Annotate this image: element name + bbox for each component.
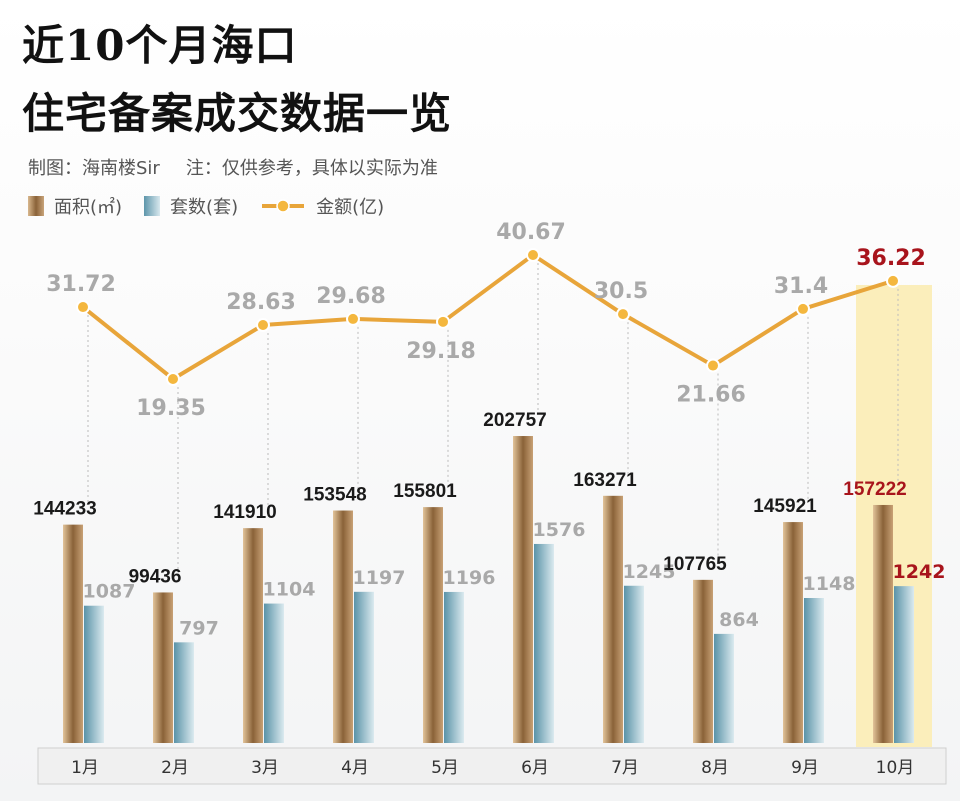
label-count: 1242	[893, 561, 946, 583]
bar-count	[894, 586, 914, 743]
legend: 面积(㎡) 套数(套) 金额(亿)	[28, 193, 406, 219]
x-tick-label: 10月	[876, 758, 915, 778]
label-area: 157222	[843, 479, 906, 500]
x-tick-label: 4月	[341, 758, 369, 778]
point-amount	[526, 248, 540, 262]
bar-area	[153, 592, 173, 743]
label-area: 155801	[393, 481, 457, 502]
line-amount	[81, 253, 894, 381]
bar-area	[423, 507, 443, 743]
credit: 制图：海南楼Sir	[28, 158, 160, 179]
label-amount: 29.18	[406, 339, 476, 364]
x-tick-label: 3月	[251, 758, 279, 778]
bar-area	[693, 579, 713, 743]
label-amount: 31.72	[46, 272, 116, 297]
bar-count	[804, 598, 824, 743]
label-count: 1087	[83, 581, 136, 603]
bar-count	[174, 642, 194, 743]
bar-count	[354, 591, 374, 743]
label-area: 144233	[33, 499, 96, 520]
legend-label-count: 套数(套)	[170, 197, 239, 218]
point-amount	[256, 318, 270, 333]
label-amount: 21.66	[676, 383, 746, 408]
bar-area	[783, 522, 803, 743]
label-count: 1197	[353, 567, 406, 589]
x-tick-label: 9月	[791, 758, 819, 778]
legend-swatch-area	[28, 196, 44, 216]
bar-area	[243, 528, 263, 743]
x-tick-label: 5月	[431, 758, 459, 778]
point-amount	[616, 307, 630, 322]
bar-count	[624, 585, 644, 743]
legend-swatch-count	[144, 196, 161, 216]
legend-swatch-amount	[262, 199, 305, 213]
x-tick-label: 8月	[701, 758, 729, 778]
label-area: 163271	[573, 470, 637, 491]
label-area: 153548	[303, 485, 366, 506]
bar-area	[603, 495, 623, 743]
bar-area	[63, 524, 83, 743]
label-amount: 29.68	[316, 284, 386, 309]
point-amount	[706, 358, 720, 373]
x-tick-label: 2月	[161, 758, 189, 778]
label-amount: 31.4	[774, 274, 828, 299]
bar-count	[444, 591, 464, 743]
note: 注：仅供参考，具体以实际为准	[185, 158, 438, 179]
label-count: 1196	[443, 567, 496, 589]
bar-count	[534, 543, 554, 743]
bar-area	[873, 504, 893, 743]
bar-area	[513, 436, 533, 743]
label-area: 107765	[663, 554, 727, 575]
bar-count	[84, 605, 104, 743]
point-amount	[886, 273, 900, 288]
x-axis-band	[37, 747, 947, 785]
point-amount	[796, 301, 810, 316]
point-amount	[436, 314, 450, 329]
label-amount: 19.35	[136, 396, 206, 421]
label-area: 145921	[753, 496, 817, 517]
label-count: 864	[719, 609, 759, 631]
label-count: 1245	[623, 561, 676, 583]
point-amount	[76, 300, 90, 315]
point-amount	[166, 371, 180, 386]
legend-label-amount: 金额(亿)	[316, 197, 385, 218]
label-count: 1576	[533, 519, 586, 541]
label-area: 141910	[213, 502, 276, 523]
label-amount: 28.63	[226, 290, 296, 315]
title-line-2: 住宅备案成交数据一览	[22, 89, 453, 138]
label-count: 1148	[803, 573, 856, 595]
label-area: 202757	[483, 410, 546, 431]
bar-area	[333, 510, 353, 743]
label-amount: 36.22	[856, 246, 926, 271]
label-amount: 40.67	[496, 220, 566, 245]
label-area: 99436	[129, 566, 182, 587]
bar-count	[264, 603, 284, 743]
x-tick-label: 7月	[611, 758, 639, 778]
label-count: 1104	[263, 579, 316, 601]
legend-label-area: 面积(㎡)	[54, 197, 123, 218]
title-line-1: 近10个月海口	[22, 21, 298, 70]
label-amount: 30.5	[594, 279, 648, 304]
label-count: 797	[179, 617, 219, 639]
point-amount	[346, 311, 360, 326]
x-tick-label: 1月	[71, 758, 99, 778]
credit-line: 制图：海南楼Sir 注：仅供参考，具体以实际为准	[28, 154, 464, 180]
x-tick-label: 6月	[521, 758, 549, 778]
bar-count	[714, 633, 734, 743]
